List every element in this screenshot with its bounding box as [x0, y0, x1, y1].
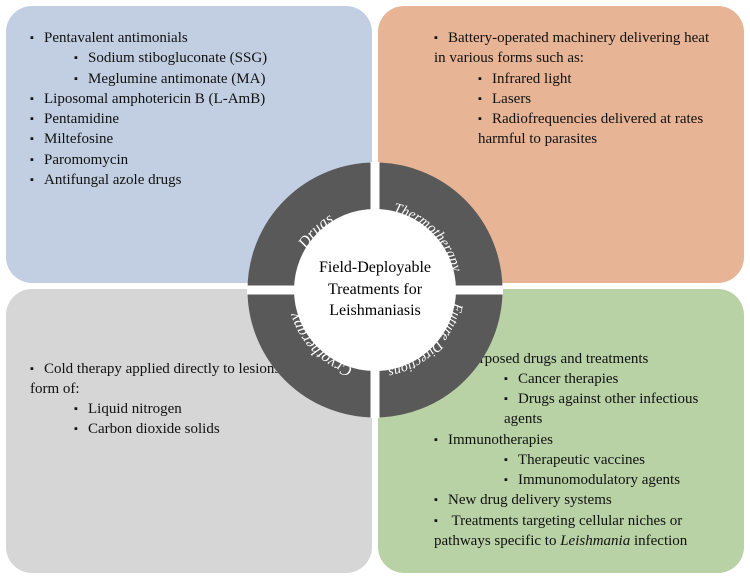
list-item: Battery-operated machinery delivering he… [434, 28, 720, 150]
item-text: Battery-operated machinery delivering he… [434, 30, 709, 66]
list-item: Sodium stibogluconate (SSG) [74, 48, 348, 68]
item-text: Antifungal azole drugs [44, 172, 181, 188]
list-item: Lasers [478, 89, 720, 109]
center-circle: Field-Deployable Treatments for Leishman… [294, 209, 456, 371]
list-item: New drug delivery systems [434, 490, 720, 510]
center-line: Treatments for [328, 281, 422, 298]
item-text: Pentamidine [44, 111, 119, 127]
item-text: Infrared light [492, 71, 572, 87]
thermo-sublist: Infrared light Lasers Radiofrequencies d… [434, 69, 720, 150]
item-text: Sodium stibogluconate (SSG) [88, 50, 267, 66]
item-text: Carbon dioxide solids [88, 421, 220, 437]
list-item: Miltefosine [30, 129, 348, 149]
item-text: Liposomal amphotericin B (L-AmB) [44, 91, 265, 107]
item-text: New drug delivery systems [448, 492, 612, 508]
list-item: Radiofrequencies delivered at rates harm… [478, 109, 720, 150]
list-item: Treatments targeting cellular niches or … [434, 511, 720, 552]
item-text: Therapeutic vaccines [518, 452, 645, 468]
drugs-sublist: Sodium stibogluconate (SSG) Meglumine an… [30, 48, 348, 89]
list-item: Pentavalent antimonials Sodium stibogluc… [30, 28, 348, 89]
future-sublist-1: Therapeutic vaccines Immunomodulatory ag… [434, 450, 720, 491]
item-text: Pentavalent antimonials [44, 30, 188, 46]
item-text: Liquid nitrogen [88, 401, 182, 417]
list-item: Cancer therapies [504, 369, 720, 389]
list-item: Meglumine antimonate (MA) [74, 69, 348, 89]
item-text: infection [630, 533, 687, 549]
item-text: Immunotherapies [448, 432, 553, 448]
center-title: Field-Deployable Treatments for Leishman… [319, 257, 431, 322]
thermo-list: Battery-operated machinery delivering he… [434, 28, 720, 150]
item-text: Cancer therapies [518, 371, 618, 387]
center-line: Leishmaniasis [329, 302, 421, 319]
list-item: Drugs against other infectious agents [504, 389, 720, 430]
list-item: Immunotherapies Therapeutic vaccines Imm… [434, 430, 720, 491]
item-text: Immunomodulatory agents [518, 472, 680, 488]
list-item: Pentamidine [30, 109, 348, 129]
italic-term: Leishmania [560, 533, 630, 549]
item-text: Paromomycin [44, 152, 128, 168]
item-text: Miltefosine [44, 131, 113, 147]
list-item: Infrared light [478, 69, 720, 89]
item-text: Drugs against other infectious agents [504, 391, 698, 427]
list-item: Liposomal amphotericin B (L-AmB) [30, 89, 348, 109]
item-text: Radiofrequencies delivered at rates harm… [478, 111, 703, 147]
list-item: Immunomodulatory agents [504, 470, 720, 490]
item-text: Lasers [492, 91, 531, 107]
list-item: Therapeutic vaccines [504, 450, 720, 470]
center-line: Field-Deployable [319, 259, 431, 276]
list-item: Carbon dioxide solids [74, 419, 348, 439]
item-text: Meglumine antimonate (MA) [88, 71, 265, 87]
